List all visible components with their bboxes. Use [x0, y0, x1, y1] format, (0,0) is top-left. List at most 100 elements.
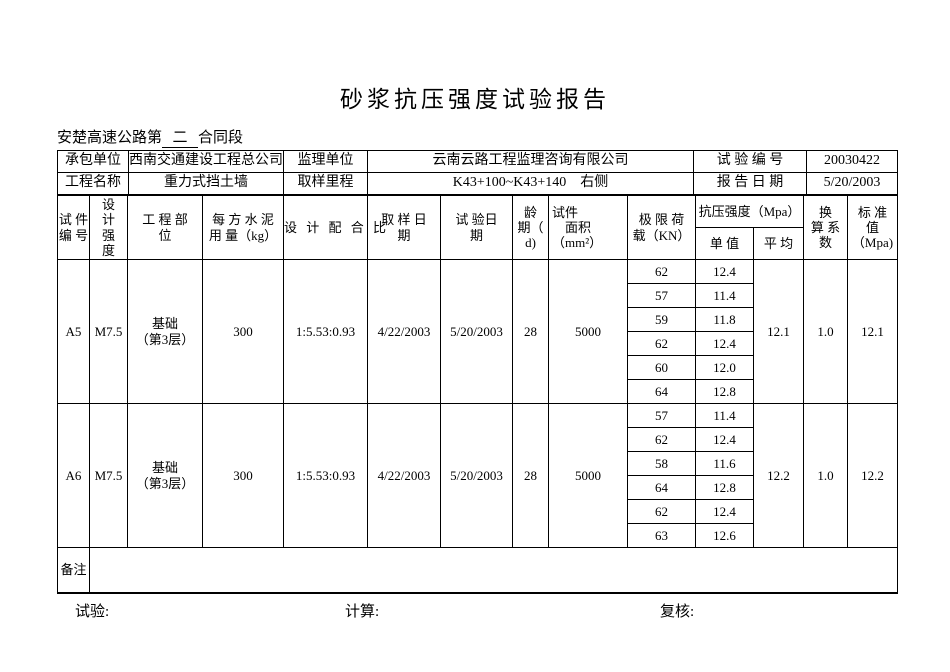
- single-cell: 11.6: [695, 451, 754, 476]
- area-cell: 5000: [548, 403, 628, 548]
- load-cell: 62: [627, 427, 696, 452]
- area-cell: 5000: [548, 259, 628, 404]
- contractor-label: 承包单位: [57, 150, 129, 173]
- project-part-cell: 基础 （第3层）: [127, 403, 203, 548]
- single-cell: 11.4: [695, 283, 754, 308]
- subtitle-suffix: 合同段: [198, 130, 244, 146]
- header-row-2: 单 值 平 均: [58, 227, 898, 260]
- sampled-cell: 4/22/2003: [367, 259, 441, 404]
- single-cell: 12.4: [695, 499, 754, 524]
- load-cell: 63: [627, 523, 696, 548]
- specimen-a6-row-2: 62 12.4: [58, 427, 898, 452]
- header-standard-value: 标 准 值 （Mpa): [847, 195, 898, 260]
- test-no-label: 试 验 编 号: [693, 150, 807, 173]
- specimen-a6-row-5: 62 12.4: [58, 499, 898, 524]
- header-test-date: 试 验日 期: [440, 195, 513, 260]
- project-value: 重力式挡土墙: [128, 172, 284, 195]
- mix-cell: 1:5.53:0.93: [283, 259, 368, 404]
- single-cell: 12.4: [695, 259, 754, 284]
- remarks-label: 备注: [57, 547, 90, 594]
- load-cell: 64: [627, 475, 696, 500]
- subtitle-prefix: 安楚高速公路第: [57, 130, 163, 146]
- single-cell: 12.6: [695, 523, 754, 548]
- mileage-label: 取样里程: [283, 172, 368, 195]
- header-specimen-no: 试 件 编 号: [57, 195, 90, 260]
- coef-cell: 1.0: [803, 403, 848, 548]
- tested-cell: 5/20/2003: [440, 403, 513, 548]
- supervisor-label: 监理单位: [283, 150, 368, 173]
- project-label: 工程名称: [57, 172, 129, 195]
- specimen-a6-row-3: 58 11.6: [58, 451, 898, 476]
- project-part-cell: 基础 （第3层）: [127, 259, 203, 404]
- remarks-row: 备注: [57, 547, 898, 594]
- test-no-value: 20030422: [806, 150, 898, 173]
- header-sampling-date: 取 样 日 期: [367, 195, 441, 260]
- info-row-2: 工程名称 重力式挡土墙 取样里程 K43+100~K43+140 右侧 报 告 …: [57, 172, 898, 195]
- specimen-a5-row-2: 57 11.4: [58, 283, 898, 308]
- sampled-cell: 4/22/2003: [367, 403, 441, 548]
- cement-cell: 300: [202, 259, 284, 404]
- header-design-mix: 设 计 配 合 比: [283, 195, 386, 260]
- load-cell: 64: [627, 379, 696, 404]
- single-cell: 12.4: [695, 331, 754, 356]
- header-age: 龄 期（ d): [512, 195, 549, 260]
- single-cell: 11.8: [695, 307, 754, 332]
- reviewer-signature-label: 复核:: [660, 604, 695, 620]
- single-cell: 12.0: [695, 355, 754, 380]
- average-cell: 12.2: [753, 403, 804, 548]
- specimen-a5-row-3: 59 11.8: [58, 307, 898, 332]
- results-table: 试 件 编 号 设 计 强 度 工 程 部 位 每 方 水 泥 用 量（kg） …: [57, 195, 898, 594]
- load-cell: 58: [627, 451, 696, 476]
- age-cell: 28: [512, 403, 549, 548]
- mileage-value: K43+100~K43+140 右侧: [367, 172, 694, 195]
- page-title: 砂浆抗压强度试验报告: [340, 87, 610, 112]
- header-area: 试件 面积 （mm²）: [548, 195, 628, 260]
- report-date-value: 5/20/2003: [806, 172, 898, 195]
- calculator-signature-label: 计算:: [345, 604, 380, 620]
- header-single-value: 单 值: [695, 227, 754, 260]
- info-row-1: 承包单位 西南交通建设工程总公司 监理单位 云南云路工程监理咨询有限公司 试 验…: [57, 150, 898, 173]
- design-strength-cell: M7.5: [89, 259, 128, 404]
- specimen-a6-row-6: 63 12.6: [58, 523, 898, 548]
- header-compressive-strength: 抗压强度（Mpa）: [695, 195, 804, 228]
- age-cell: 28: [512, 259, 549, 404]
- header-conversion-coef: 换 算 系 数: [803, 195, 848, 260]
- remarks-value: [89, 547, 898, 594]
- specimen-a6-row-4: 64 12.8: [58, 475, 898, 500]
- mix-cell: 1:5.53:0.93: [283, 403, 368, 548]
- header-average: 平 均: [753, 227, 804, 260]
- header-design-strength: 设 计 强 度: [89, 195, 128, 260]
- design-strength-cell: M7.5: [89, 403, 128, 548]
- report-date-label: 报 告 日 期: [693, 172, 807, 195]
- load-cell: 59: [627, 307, 696, 332]
- cement-cell: 300: [202, 403, 284, 548]
- load-cell: 62: [627, 331, 696, 356]
- single-cell: 12.8: [695, 475, 754, 500]
- load-cell: 62: [627, 259, 696, 284]
- load-cell: 57: [627, 403, 696, 428]
- specimen-a5-row-1: A5 M7.5 基础 （第3层） 300 1:5.53:0.93 4/22/20…: [57, 259, 898, 404]
- signature-line: 试验: 计算: 复核:: [57, 600, 897, 620]
- header-project-part: 工 程 部 位: [127, 195, 203, 260]
- specimen-a5-row-6: 64 12.8: [58, 379, 898, 404]
- load-cell: 60: [627, 355, 696, 380]
- specimen-id: A5: [57, 259, 90, 404]
- single-cell: 12.4: [695, 427, 754, 452]
- info-table: 承包单位 西南交通建设工程总公司 监理单位 云南云路工程监理咨询有限公司 试 验…: [57, 150, 898, 195]
- average-cell: 12.1: [753, 259, 804, 404]
- contractor-value: 西南交通建设工程总公司: [128, 150, 284, 173]
- header-row-1: 试 件 编 号 设 计 强 度 工 程 部 位 每 方 水 泥 用 量（kg） …: [57, 195, 898, 260]
- subtitle-blank-underlined: 二: [162, 126, 199, 148]
- coef-cell: 1.0: [803, 259, 848, 404]
- tested-cell: 5/20/2003: [440, 259, 513, 404]
- tester-signature-label: 试验:: [75, 604, 110, 620]
- header-cement-per-m3: 每 方 水 泥 用 量（kg）: [202, 195, 284, 260]
- load-cell: 57: [627, 283, 696, 308]
- specimen-id: A6: [57, 403, 90, 548]
- specimen-a5-row-4: 62 12.4: [58, 331, 898, 356]
- standard-cell: 12.1: [847, 259, 898, 404]
- standard-cell: 12.2: [847, 403, 898, 548]
- header-ultimate-load: 极 限 荷 载（KN）: [627, 195, 696, 260]
- specimen-a6-row-1: A6 M7.5 基础 （第3层） 300 1:5.53:0.93 4/22/20…: [57, 403, 898, 548]
